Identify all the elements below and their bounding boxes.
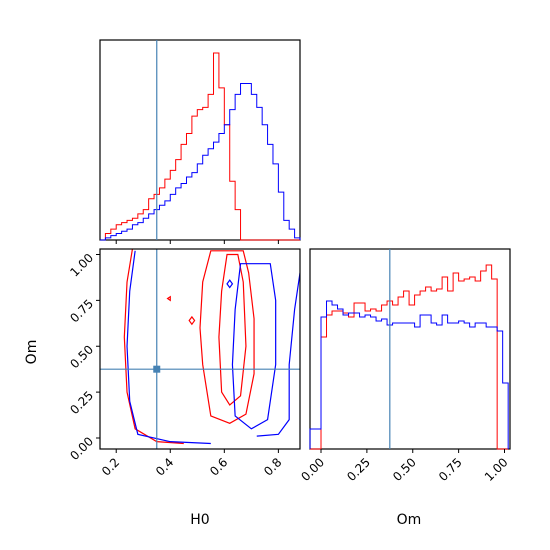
contour-series-2-right — [256, 272, 300, 437]
joint-y-tick-label: 0.75 — [67, 297, 96, 326]
contour-series-1-2 — [218, 253, 247, 406]
h0-hist-series-1 — [100, 52, 300, 241]
om-hist-series-2 — [309, 300, 509, 449]
contour-series-2-left — [126, 250, 211, 445]
joint-x-tick-label: 0.8 — [261, 455, 284, 478]
om-hist-series-1 — [310, 264, 509, 450]
x-axis-label-h0: H0 — [190, 512, 209, 528]
joint-x-tick-label: 0.6 — [207, 455, 230, 478]
contour-layer — [123, 249, 300, 445]
joint-y-tick-label: 1.00 — [67, 251, 96, 280]
contour-series-2-2 — [231, 263, 277, 430]
om-x-tick-label: 0.75 — [436, 455, 465, 484]
y-axis-label-om: Om — [24, 340, 40, 365]
om-x-tick-label: 1.00 — [482, 455, 511, 484]
om-histogram-panel: 0.00 0.25 0.50 0.75 1.00 — [298, 248, 511, 484]
contour-series-1-3 — [166, 295, 171, 302]
h0-hist-series-2 — [100, 82, 301, 241]
contour-series-1-4 — [188, 315, 196, 326]
contour-series-2-1 — [226, 279, 234, 289]
h0-hist-frame — [99, 39, 301, 241]
om-x-tick-label: 0.25 — [344, 455, 373, 484]
joint-x-tick-label: 0.4 — [153, 455, 176, 478]
joint-y-tick-label: 0.00 — [67, 434, 96, 463]
x-axis-label-om: Om — [397, 512, 422, 528]
om-hist-frame — [309, 248, 511, 450]
joint-y-tick-label: 0.50 — [67, 342, 96, 371]
om-x-tick-label: 0.00 — [298, 455, 327, 484]
joint-frame — [99, 248, 301, 450]
h0-histogram-panel — [99, 39, 301, 244]
truth-marker — [153, 365, 161, 373]
joint-x-tick-label: 0.2 — [99, 455, 122, 478]
om-x-tick-label: 0.50 — [390, 455, 419, 484]
joint-y-tick-label: 0.25 — [67, 388, 96, 417]
joint-contour-panel: 0.2 0.4 0.6 0.8 0.00 0.25 0.50 0.75 1.00 — [67, 248, 301, 479]
